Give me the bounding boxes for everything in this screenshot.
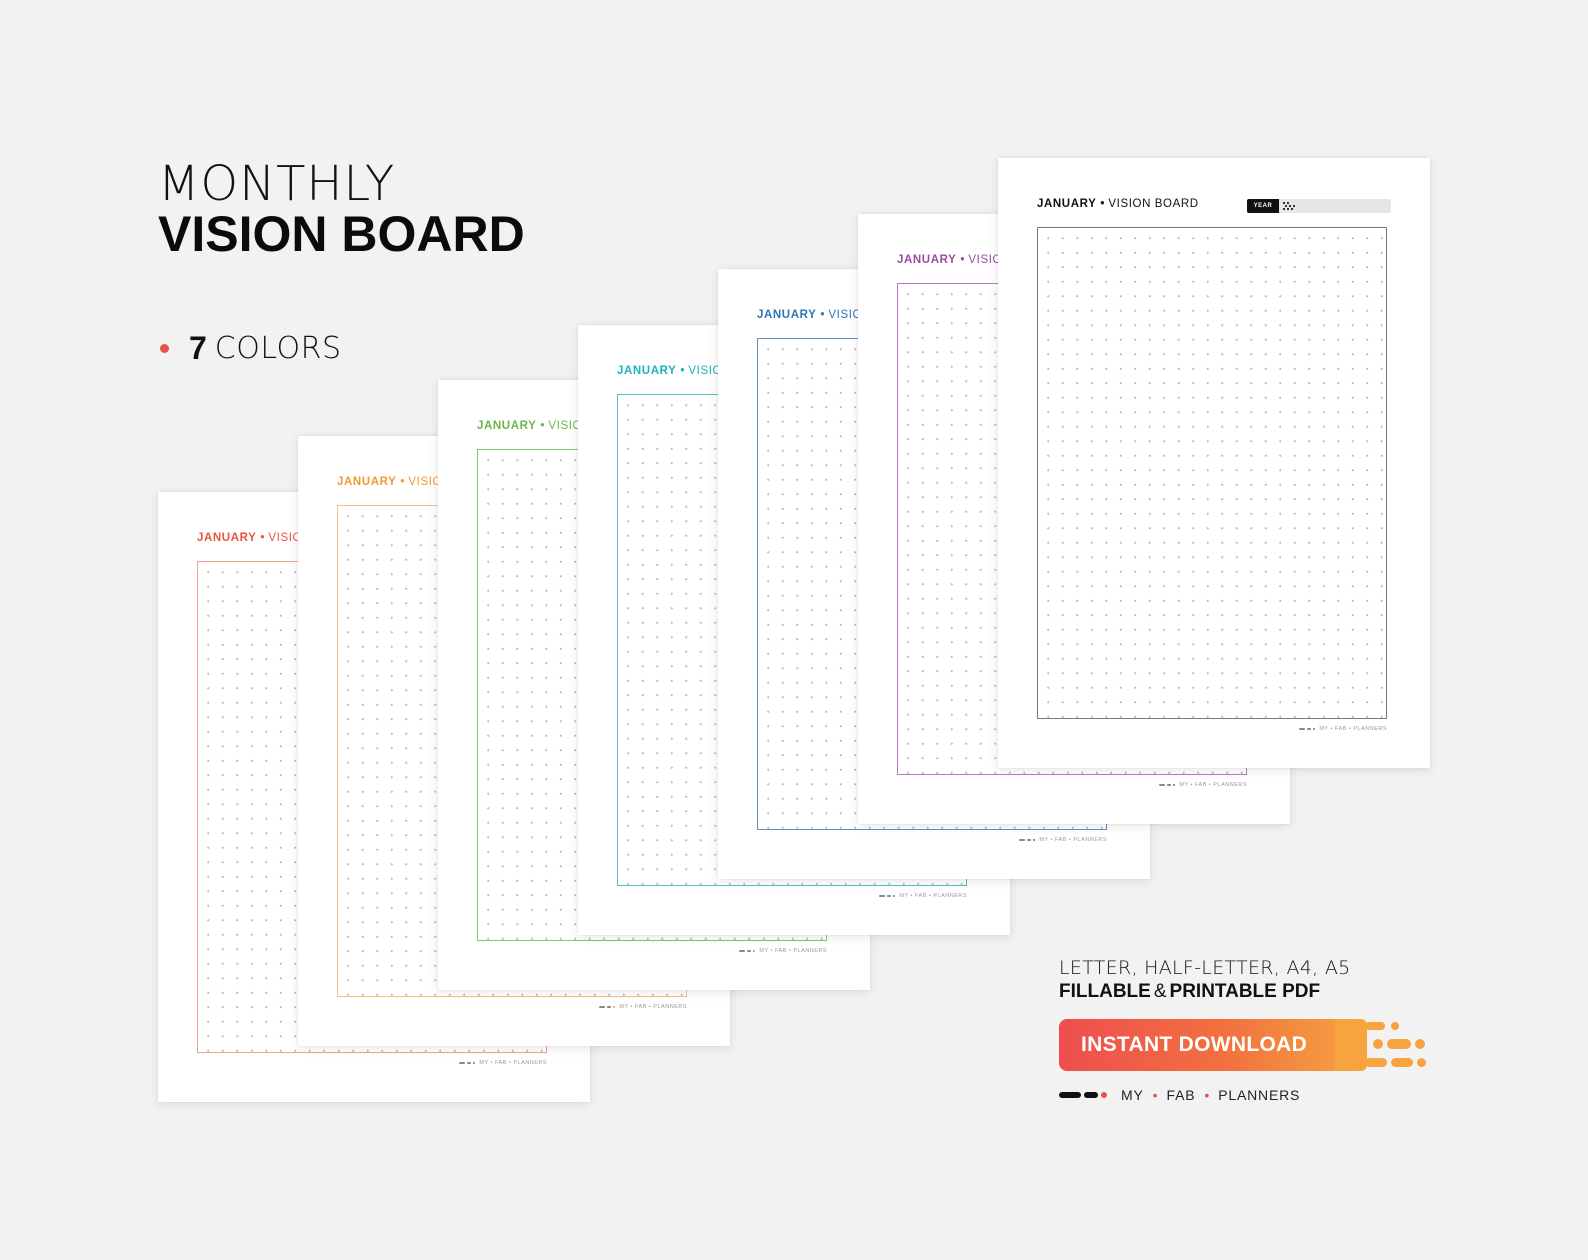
brand-word-fab: FAB [1166,1087,1196,1103]
brand-logo: MY • FAB • PLANNERS [1059,1087,1300,1103]
brand-dashes-icon [1059,1092,1107,1098]
page-sep: • [820,309,825,321]
bullet-icon [160,343,169,353]
page-sep: • [960,254,965,266]
page-month: JANUARY [617,365,677,377]
paper-sizes: LETTER, HALF-LETTER, A4, A5 [1059,957,1351,979]
page-footer-text: MY • FAB • PLANNERS [1039,837,1107,843]
page-footer-text: MY • FAB • PLANNERS [759,948,827,954]
printable-text: PRINTABLE PDF [1169,981,1321,1002]
page-sep: • [680,365,685,377]
page-header: JANUARY • VISION [897,254,1011,266]
page-footer-text: MY • FAB • PLANNERS [1319,726,1387,732]
mini-logo-icon [879,895,896,897]
planner-page-black: JANUARY • VISION BOARD YEAR MY • FAB • PLA… [998,158,1430,768]
page-sep: • [1100,198,1105,210]
year-label: YEAR [1247,199,1279,213]
page-footer: MY • FAB • PLANNERS [879,893,967,899]
page-label: VISION BOARD [1108,198,1199,210]
page-header: JANUARY • VISION [337,476,451,488]
page-footer: MY • FAB • PLANNERS [739,948,827,954]
mini-logo-icon [739,950,756,952]
page-month: JANUARY [337,476,397,488]
page-month: JANUARY [197,532,257,544]
colors-feature: 7 COLORS [160,330,342,366]
page-sep: • [400,476,405,488]
page-footer: MY • FAB • PLANNERS [1299,726,1387,732]
page-footer: MY • FAB • PLANNERS [1159,782,1247,788]
fillable-text: FILLABLE [1059,981,1151,1002]
page-sep: • [540,420,545,432]
instant-download-button[interactable]: INSTANT DOWNLOAD [1059,1019,1359,1071]
page-footer-text: MY • FAB • PLANNERS [619,1004,687,1010]
page-header: JANUARY • VISION [757,309,871,321]
brand-sep: • [1152,1087,1158,1103]
page-footer: MY • FAB • PLANNERS [599,1004,687,1010]
brand-word-planners: PLANNERS [1218,1087,1301,1103]
dots-logo-icon [1282,201,1296,211]
colors-count: 7 [189,329,207,366]
title-line-vision-board: VISION BOARD [158,206,525,262]
dot-grid-frame [1037,227,1387,719]
page-footer-text: MY • FAB • PLANNERS [1179,782,1247,788]
file-formats: FILLABLE & PRINTABLE PDF [1059,980,1351,1004]
brand-sep: • [1204,1087,1210,1103]
page-footer: MY • FAB • PLANNERS [459,1060,547,1066]
brand-word-my: MY [1121,1087,1144,1103]
year-field[interactable]: YEAR [1247,199,1391,213]
mini-logo-icon [1299,728,1316,730]
mini-logo-icon [1159,784,1176,786]
page-header: JANUARY • VISION [197,532,311,544]
colors-label: COLORS [214,330,342,366]
ampersand: & [1153,981,1167,1002]
product-info: LETTER, HALF-LETTER, A4, A5 FILLABLE & PRI… [1059,956,1351,1004]
speed-dashes-icon [1335,1019,1426,1071]
instant-download-label: INSTANT DOWNLOAD [1081,1033,1308,1056]
page-footer-text: MY • FAB • PLANNERS [899,893,967,899]
page-header: JANUARY • VISION [617,365,731,377]
page-header: JANUARY • VISION [477,420,591,432]
page-month: JANUARY [1037,198,1097,210]
page-header: JANUARY • VISION BOARD [1037,198,1199,210]
title-line-monthly: MONTHLY [158,156,396,212]
page-month: JANUARY [757,309,817,321]
mini-logo-icon [599,1006,616,1008]
page-footer: MY • FAB • PLANNERS [1019,837,1107,843]
page-footer-text: MY • FAB • PLANNERS [479,1060,547,1066]
mini-logo-icon [459,1062,476,1064]
page-month: JANUARY [897,254,957,266]
mini-logo-icon [1019,839,1036,841]
page-month: JANUARY [477,420,537,432]
page-sep: • [260,532,265,544]
